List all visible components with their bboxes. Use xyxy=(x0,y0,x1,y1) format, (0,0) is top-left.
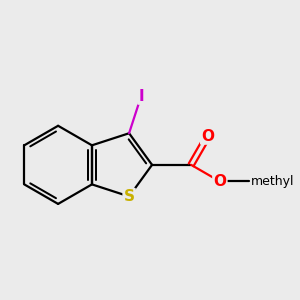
Text: I: I xyxy=(138,88,144,104)
Text: S: S xyxy=(124,189,135,204)
Text: methyl: methyl xyxy=(251,175,295,188)
Text: O: O xyxy=(201,129,214,144)
Text: O: O xyxy=(213,174,226,189)
